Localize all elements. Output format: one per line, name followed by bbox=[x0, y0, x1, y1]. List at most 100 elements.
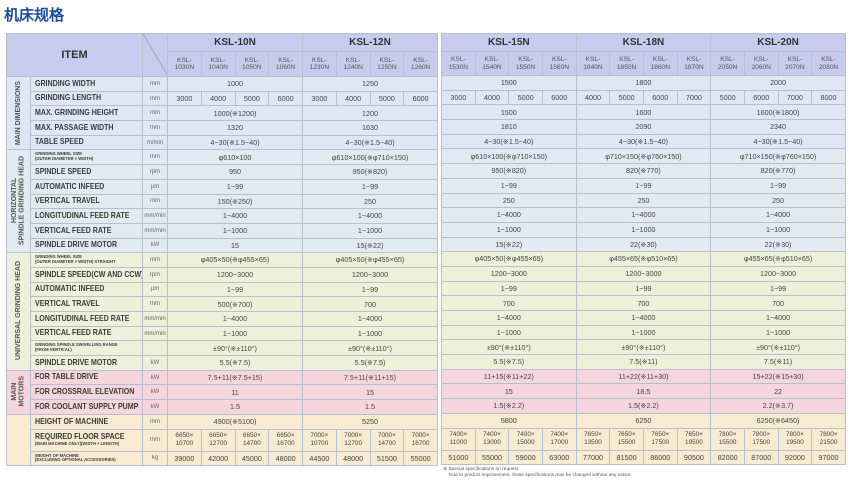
variant-code: 2070N bbox=[785, 63, 805, 71]
value-cell: 11+22(※11+30) bbox=[575, 368, 712, 385]
table-row: 5800 6250 6250(※6450) bbox=[441, 412, 846, 429]
value-cell: 1~1000 bbox=[441, 221, 577, 238]
item-name: WEIGHT OF MACHINE bbox=[35, 452, 79, 458]
item-subtitle: (MAIN MACHINE ONLY)(WIDTH × LENGTH) bbox=[35, 440, 120, 446]
value-cell: 1~4000 bbox=[167, 311, 303, 327]
variant-prefix: KSL- bbox=[753, 55, 769, 63]
value-cell: 1200~3000 bbox=[167, 266, 303, 283]
value-cell: 4~30(※1.5~40) bbox=[167, 134, 303, 151]
item-name: SPINDLE SPEED(CW AND CCW) bbox=[35, 269, 143, 279]
value-cell: 250 bbox=[302, 193, 438, 210]
value-cell: 1600 bbox=[575, 104, 712, 121]
group-label-text: UNIVERSAL GRINDING HEAD bbox=[15, 261, 23, 360]
variant-code: 1850N bbox=[616, 63, 637, 71]
value-cell: 5000 bbox=[710, 89, 745, 106]
table-row: MAIN MOTORS FOR TABLE DRIVE kW 7.5+11(※7.5+1… bbox=[6, 369, 438, 415]
value-cell: 8000 bbox=[811, 89, 846, 106]
value-cell: 3000 bbox=[302, 90, 337, 107]
value-line: 7800× bbox=[718, 431, 737, 439]
item-name: VERTICAL FEED RATE bbox=[35, 328, 112, 338]
table-row: LONGITUDINAL FEED RATE mm/min 1~4000 1~4000 bbox=[6, 311, 438, 327]
value-cell: φ455×65(※φ510×65) bbox=[575, 251, 712, 267]
value-cell: ±90°(※±110°) bbox=[710, 339, 846, 356]
footnote-notice: Due to product improvement, these specif… bbox=[449, 473, 632, 479]
value-cell: 4000 bbox=[335, 90, 371, 107]
value-cell: 1~4000 bbox=[710, 310, 846, 326]
value-cell: 1~1000 bbox=[441, 324, 577, 341]
value-line: 17500 bbox=[752, 439, 771, 446]
value-line: 7400× bbox=[516, 431, 535, 439]
value-cell: 7000× 14700 bbox=[369, 428, 405, 452]
model-header: KSL-10N bbox=[167, 32, 303, 53]
value-cell: 1~1000 bbox=[575, 221, 712, 238]
item-label: SPINDLE DRIVE MOTOR bbox=[30, 237, 143, 254]
value-line: 13500 bbox=[584, 439, 602, 446]
value-line: 10700 bbox=[310, 440, 329, 447]
value-cell: 150(※250) bbox=[167, 193, 303, 210]
value-line: 6650× bbox=[175, 432, 194, 440]
value-line: 7650× bbox=[617, 431, 636, 439]
variant-header: KSL- 1530N bbox=[441, 51, 476, 76]
value-cell: 15(※22) bbox=[302, 237, 438, 254]
table-row: 1500 1600 1600(※1800) bbox=[441, 104, 846, 121]
value-cell: 4~30(※1.5~40) bbox=[441, 133, 577, 150]
value-cell: 7800× 19500 bbox=[777, 427, 813, 451]
value-cell: 250 bbox=[575, 192, 712, 209]
variant-header: KSL- 1060N bbox=[268, 51, 303, 77]
spec-table-right: KSL-15N KSL-18N KSL-20N KSL- 1530N KSL- 1540N K… bbox=[441, 33, 846, 466]
variant-code: 1540N bbox=[482, 63, 502, 71]
value-cell: 77000 bbox=[575, 449, 611, 466]
item-name: VERTICAL FEED RATE bbox=[35, 225, 112, 235]
table-row: AUTOMATIC INFEED μm 1~99 1~99 bbox=[6, 281, 438, 298]
item-label: WEIGHT OF MACHINE (EXCLUDING OPTIONAL ACC… bbox=[30, 450, 143, 467]
item-name: MAX. PASSAGE WIDTH bbox=[35, 122, 114, 132]
value-cell: 15+22(※15+30) bbox=[710, 368, 846, 385]
value-cell: 6650× 16700 bbox=[268, 428, 303, 452]
value-line: 21500 bbox=[819, 439, 838, 446]
table-row: VERTICAL FEED RATE mm/min 1~1000 1~1000 bbox=[6, 325, 438, 342]
footnote-special: ※ Special specifications on request. bbox=[443, 467, 520, 472]
value-line: 17500 bbox=[651, 439, 670, 446]
group-label-text: HORIZONTAL SPINDLE GRINDING HEAD bbox=[11, 156, 26, 245]
item-label: SPINDLE SPEED(CW AND CCW) bbox=[30, 266, 143, 283]
value-cell: 1200~3000 bbox=[575, 265, 712, 282]
variant-code: 1860N bbox=[650, 63, 670, 71]
variant-header: KSL- 2050N bbox=[710, 51, 745, 76]
table-row: REQUIRED FLOOR SPACE (MAIN MACHINE ONLY)(… bbox=[6, 428, 438, 452]
value-line: 7400× bbox=[550, 431, 569, 439]
table-row: 1200~3000 1200~3000 1200~3000 bbox=[441, 265, 846, 282]
value-line: 14700 bbox=[242, 440, 261, 447]
value-cell: 2090 bbox=[575, 119, 712, 135]
value-line: 6650× bbox=[242, 432, 261, 440]
variant-prefix: KSL- bbox=[652, 55, 668, 63]
item-subtitle: (FROM VERTICAL) bbox=[35, 347, 72, 353]
table-row: SPINDLE SPEED(CW AND CCW) rpm 1200~3000 120… bbox=[6, 266, 438, 283]
variant-header: KSL- 1250N bbox=[369, 51, 405, 77]
value-cell: 7400× 15000 bbox=[508, 427, 543, 451]
variant-header: KSL- 1230N bbox=[302, 51, 337, 77]
item-label: VERTICAL FEED RATE bbox=[30, 325, 143, 342]
value-line: 15000 bbox=[516, 439, 535, 446]
variant-code: 1030N bbox=[174, 64, 195, 72]
group-label-line: MOTORS bbox=[18, 376, 26, 407]
value-cell: 55000 bbox=[474, 449, 510, 466]
table-row: 700 700 700 bbox=[441, 295, 846, 311]
value-cell: 97000 bbox=[811, 449, 846, 466]
value-cell: 7000 bbox=[777, 89, 813, 106]
variant-code: 1840N bbox=[583, 63, 603, 71]
unit: mm bbox=[142, 252, 168, 268]
value-cell: 1~4000 bbox=[441, 310, 577, 326]
variant-header: KSL- 2060N bbox=[743, 51, 779, 76]
variant-prefix: KSL- bbox=[278, 56, 293, 64]
unit: mm bbox=[142, 193, 168, 210]
value-cell: ±90°(※±110°) bbox=[441, 339, 577, 356]
value-cell: 7400× 11000 bbox=[441, 427, 476, 451]
table-row: VERTICAL TRAVEL mm 500(※700) 700 bbox=[6, 296, 438, 312]
value-cell: 1~1000 bbox=[167, 325, 303, 342]
item-label: GRINDING WHEEL SIZE (OUTER DIAMETER × WID… bbox=[30, 252, 143, 268]
value-cell: 700 bbox=[710, 295, 846, 311]
item-name: GRINDING LENGTH bbox=[35, 93, 102, 103]
value-cell: 1200~3000 bbox=[710, 265, 846, 282]
variant-prefix: KSL- bbox=[210, 56, 226, 64]
value-cell: 7.5+11(※7.5+15) bbox=[167, 369, 303, 386]
